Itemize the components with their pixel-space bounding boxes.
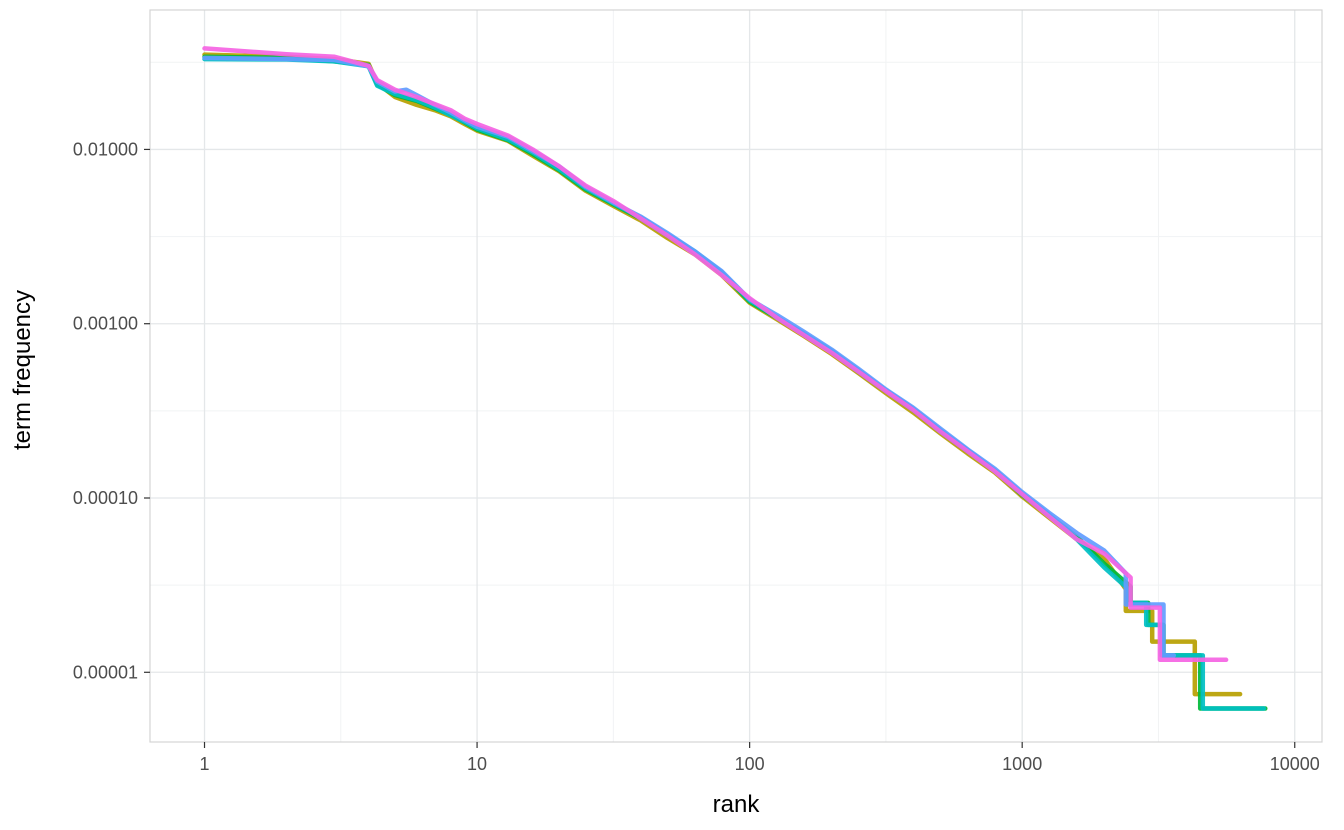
series-teal-line	[202, 56, 1267, 711]
x-tick-label: 10	[467, 754, 487, 774]
series-blue-line	[202, 55, 1177, 658]
y-tick-label: 0.00001	[73, 662, 138, 682]
y-tick-label: 0.00010	[73, 488, 138, 508]
series-layer	[202, 46, 1268, 711]
x-tick-label: 1000	[1002, 754, 1042, 774]
y-tick-label: 0.01000	[73, 139, 138, 159]
x-tick-label: 100	[735, 754, 765, 774]
x-tick-label: 1	[200, 754, 210, 774]
series-magenta-line	[202, 46, 1229, 663]
x-tick-label: 10000	[1270, 754, 1320, 774]
y-tick-label: 0.00100	[73, 314, 138, 334]
panel-border	[149, 9, 1323, 743]
series-olive-line	[202, 52, 1243, 697]
y-axis-title: term frequency	[9, 290, 36, 450]
x-axis-title: rank	[713, 791, 761, 818]
grid-layer	[149, 9, 1323, 743]
series-green-line	[202, 54, 1268, 711]
axis-layer: 1 10 100 1000 10000 0.00001 0.00010 0.00100 0.01…	[73, 139, 1320, 774]
